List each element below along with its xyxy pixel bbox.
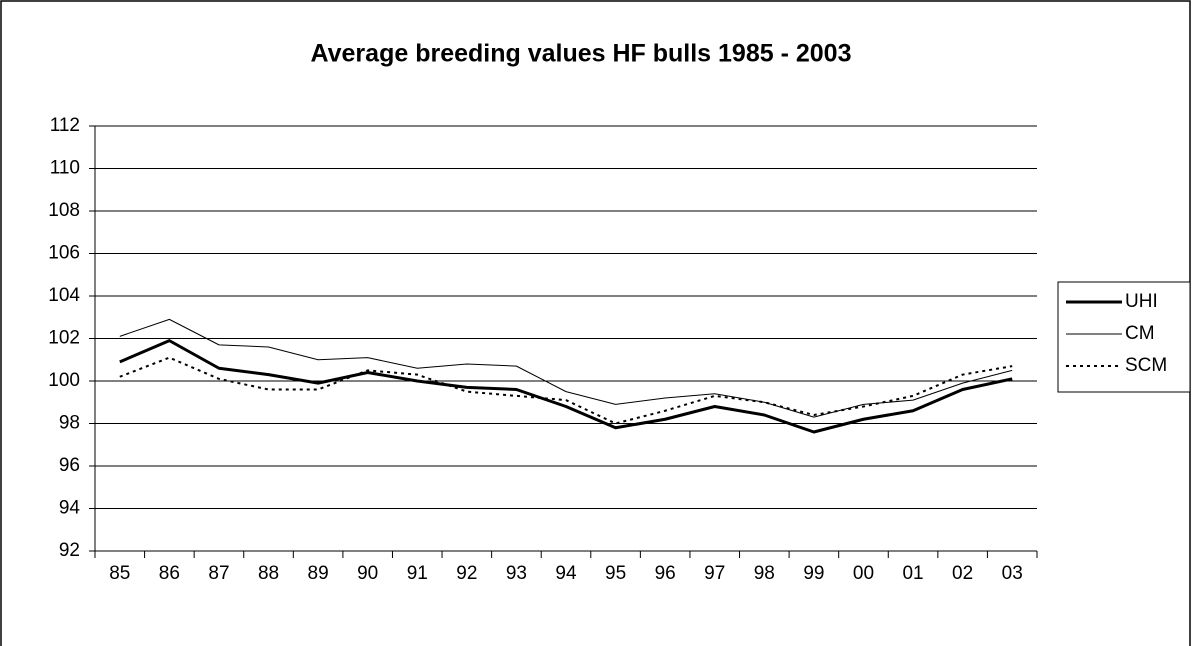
x-tick-label: 01	[902, 563, 923, 584]
x-tick-label: 98	[754, 563, 775, 584]
x-tick-label: 97	[704, 563, 725, 584]
x-tick-label: 03	[1002, 563, 1023, 584]
y-tick-label: 104	[48, 285, 80, 306]
x-tick-label: 85	[109, 563, 130, 584]
x-tick-label: 89	[308, 563, 329, 584]
y-tick-label: 98	[59, 413, 80, 434]
y-tick-label: 92	[59, 540, 80, 561]
x-tick-label: 92	[456, 563, 477, 584]
y-tick-label: 94	[59, 498, 81, 519]
y-tick-label: 110	[50, 158, 80, 179]
x-tick-label: 99	[803, 563, 824, 584]
y-tick-label: 112	[50, 115, 80, 136]
legend-label: UHI	[1125, 291, 1158, 312]
x-tick-label: 96	[655, 563, 676, 584]
legend-label: SCM	[1125, 355, 1167, 376]
x-tick-label: 87	[208, 563, 229, 584]
legend-box	[1058, 282, 1190, 392]
y-tick-label: 106	[48, 243, 80, 264]
legend-label: CM	[1125, 323, 1155, 344]
x-tick-label: 95	[605, 563, 626, 584]
y-tick-label: 100	[48, 370, 80, 391]
x-tick-label: 93	[506, 563, 527, 584]
x-tick-label: 00	[853, 563, 874, 584]
y-tick-label: 108	[48, 200, 80, 221]
x-tick-label: 02	[952, 563, 973, 584]
x-tick-label: 91	[407, 563, 428, 584]
x-tick-label: 86	[159, 563, 180, 584]
chart-title: Average breeding values HF bulls 1985 - …	[311, 40, 852, 68]
y-tick-label: 102	[48, 328, 80, 349]
y-tick-label: 96	[59, 455, 80, 476]
x-tick-label: 88	[258, 563, 279, 584]
x-tick-label: 90	[357, 563, 378, 584]
x-tick-label: 94	[555, 563, 577, 584]
